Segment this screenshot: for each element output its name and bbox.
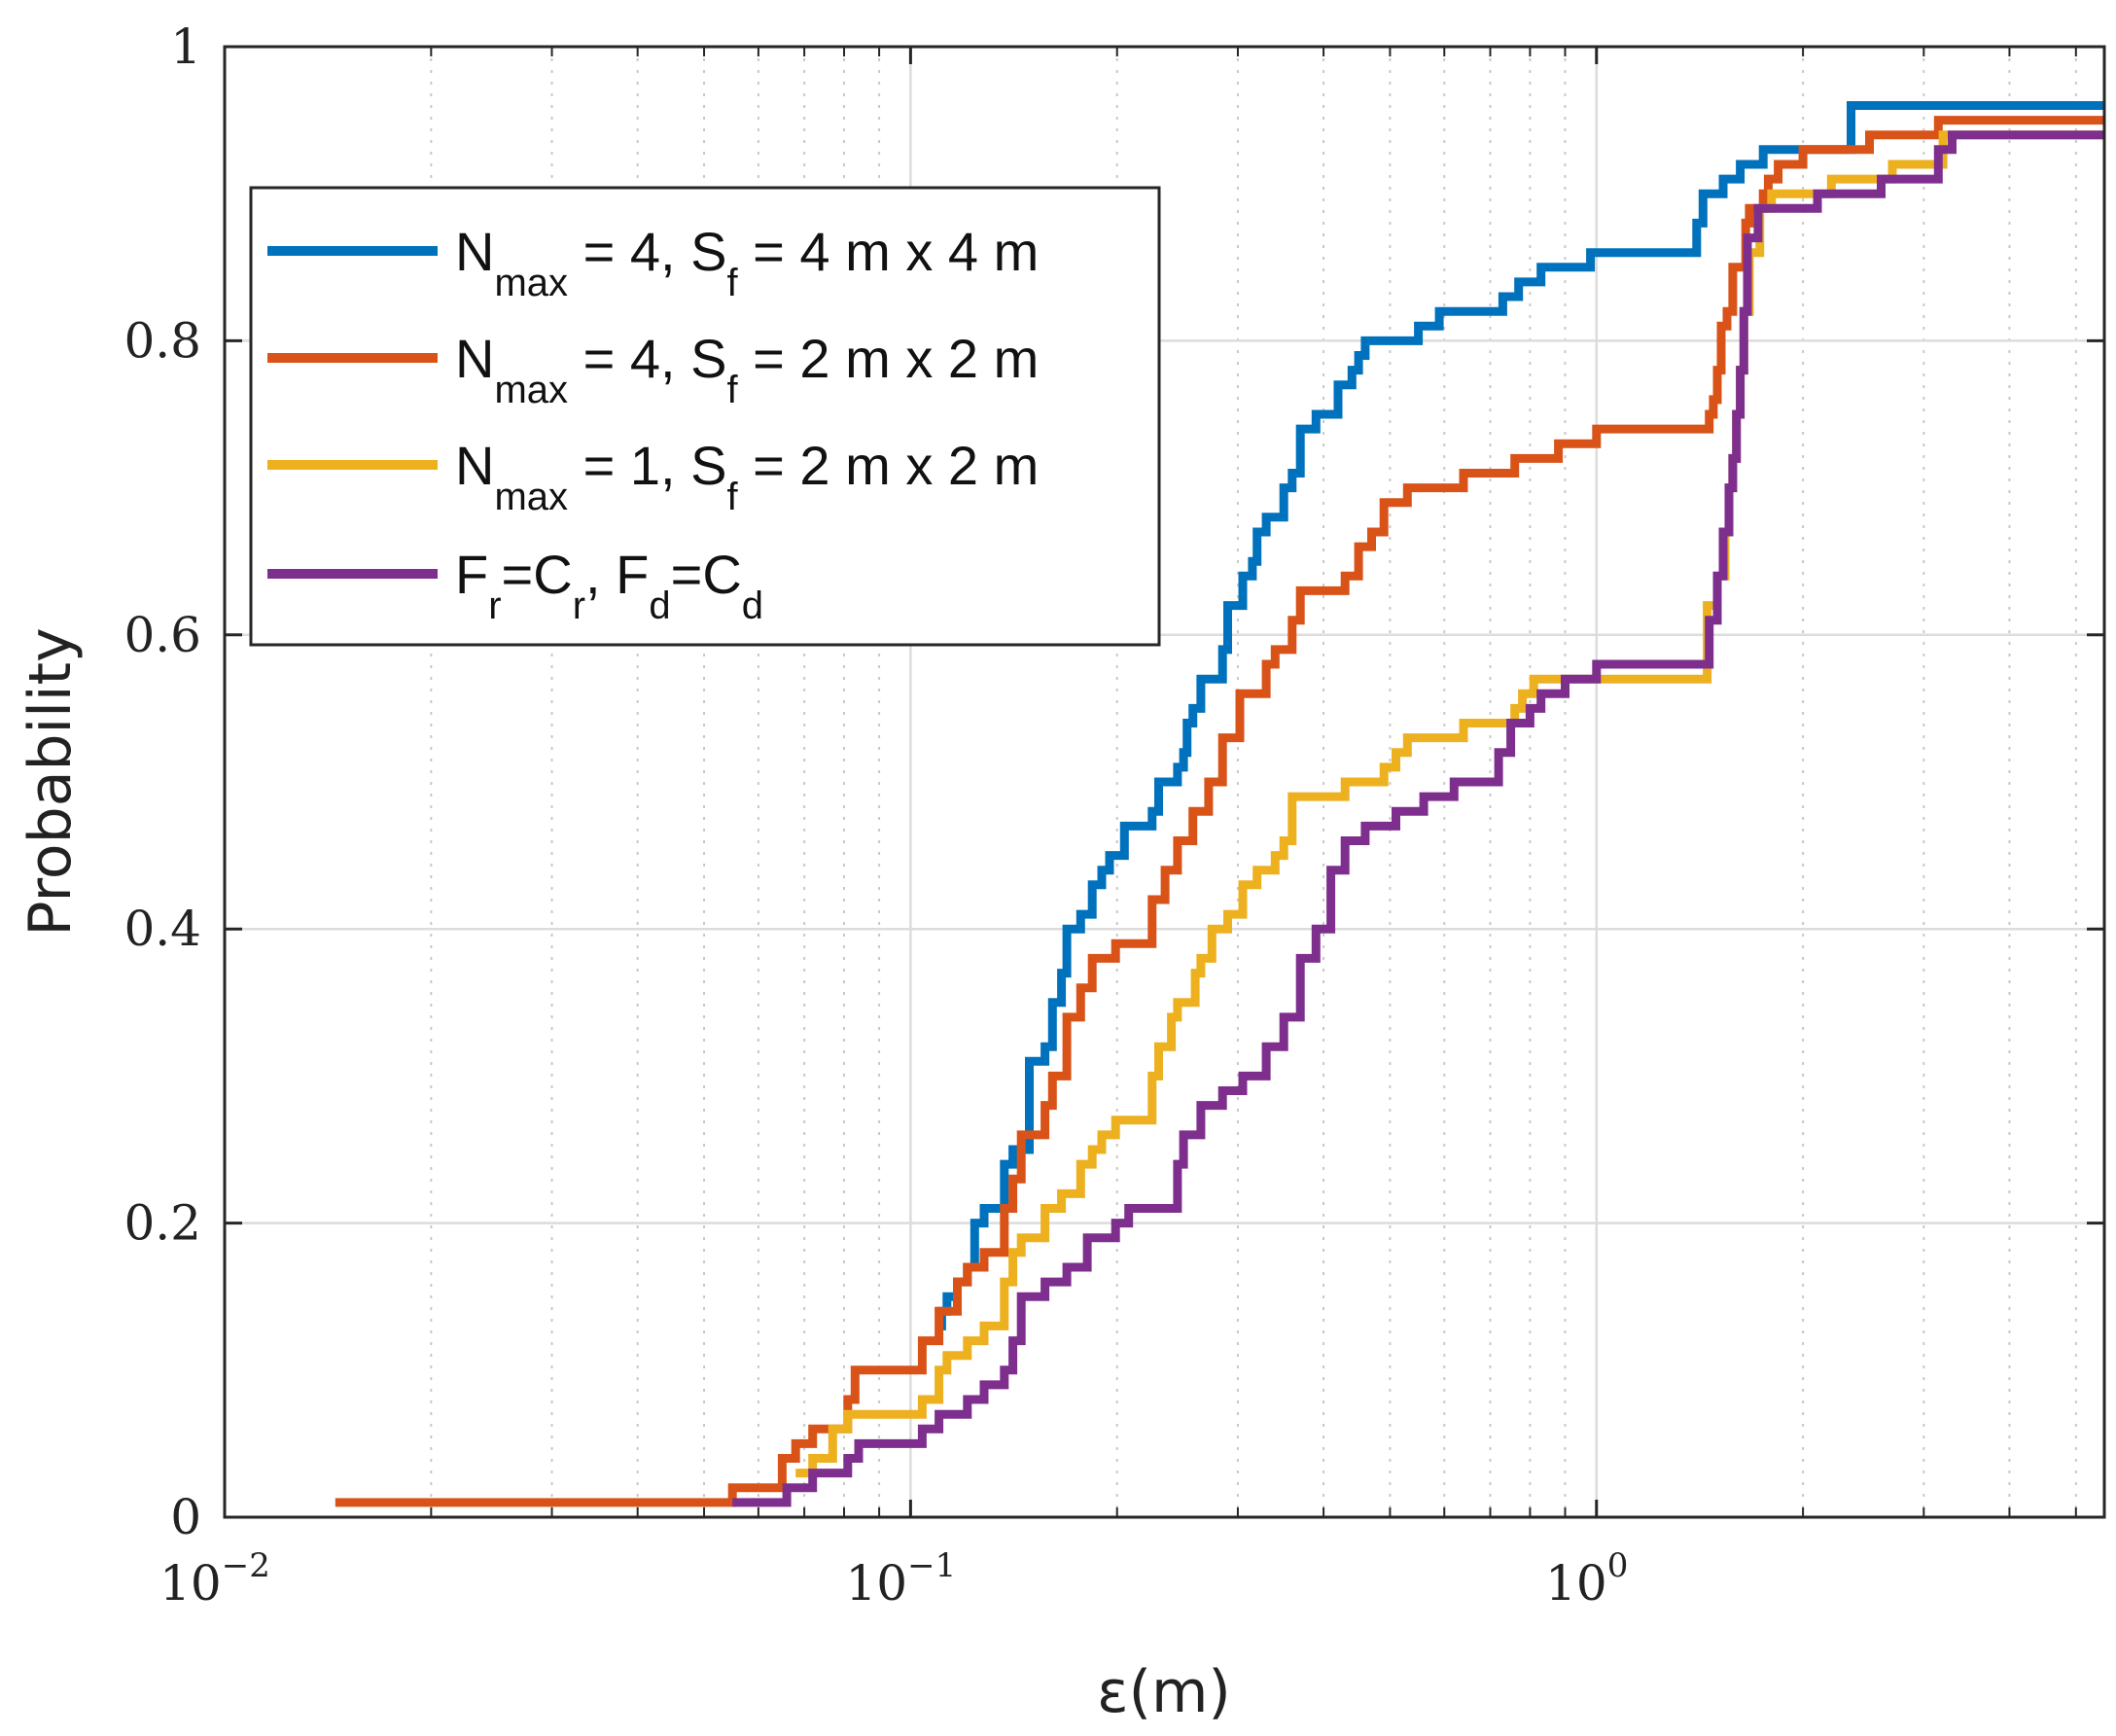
x-tick-label: 10−2 — [159, 1546, 270, 1612]
series-lines — [335, 101, 2104, 1507]
x-tick-label: 10−1 — [846, 1546, 957, 1612]
legend-text-part: =C — [502, 544, 573, 605]
legend-subscript: r — [488, 585, 501, 627]
y-axis-label: Probability — [17, 627, 85, 936]
x-tick-label-base: 10 — [846, 1555, 908, 1612]
y-tick-label: 0.6 — [123, 607, 201, 663]
legend-text-part: =C — [671, 544, 742, 605]
series-line-2 — [335, 116, 2104, 1507]
legend-subscript: max — [494, 262, 568, 304]
x-tick-label-exponent: −2 — [222, 1546, 270, 1585]
x-tick-labels: 10−2 10−1 100 — [159, 1546, 1628, 1612]
x-tick-label-exponent: 0 — [1607, 1546, 1629, 1585]
legend-subscript: f — [726, 369, 738, 411]
legend-subscript: f — [726, 262, 738, 304]
legend-text-part: N — [455, 328, 494, 389]
x-tick-label-base: 10 — [1545, 1555, 1607, 1612]
x-tick-label-exponent: −1 — [907, 1546, 956, 1585]
y-tick-label: 0.4 — [123, 901, 201, 957]
y-tick-label: 0.8 — [123, 312, 201, 369]
legend-text-part: = 2 m x 2 m — [738, 328, 1040, 389]
y-tick-labels: 0 0.2 0.4 0.6 0.8 1 — [123, 18, 201, 1545]
legend-text-part: = 4, S — [568, 221, 726, 282]
legend-subscript: max — [494, 476, 568, 518]
legend-subscript: f — [726, 476, 738, 518]
legend-text-part: = 1, S — [568, 435, 726, 496]
legend-label-4: Fr=Cr, Fd=Cd — [455, 544, 763, 627]
y-tick-label: 0 — [170, 1489, 201, 1545]
legend-subscript: max — [494, 369, 568, 411]
plot-frame — [223, 45, 2106, 1519]
y-tick-label: 1 — [170, 18, 201, 75]
legend-text-part: = 4, S — [568, 328, 726, 389]
legend-text-part: N — [455, 435, 494, 496]
axis-ticks — [223, 45, 2104, 1519]
legend-label-3: Nmax = 1, Sf = 2 m x 2 m — [455, 435, 1039, 518]
legend-text-part: = 2 m x 2 m — [738, 435, 1040, 496]
legend-label-2: Nmax = 4, Sf = 2 m x 2 m — [455, 328, 1039, 411]
legend-subscript: d — [742, 585, 763, 627]
legend-text-part: N — [455, 221, 494, 282]
legend-text-part: , F — [585, 544, 649, 605]
legend-text-part: F — [455, 544, 488, 605]
legend-box — [249, 186, 1161, 647]
legend-subscript: r — [573, 585, 585, 627]
legend-subscript: d — [649, 585, 670, 627]
y-tick-label: 0.2 — [123, 1195, 201, 1252]
legend-label-1: Nmax = 4, Sf = 4 m x 4 m — [455, 221, 1039, 304]
x-tick-label: 100 — [1545, 1546, 1628, 1612]
legend-text-part: = 4 m x 4 m — [738, 221, 1040, 282]
x-axis-label: ε(m) — [1097, 1658, 1231, 1726]
x-tick-label-base: 10 — [159, 1555, 222, 1612]
series-line-4 — [732, 130, 2104, 1507]
